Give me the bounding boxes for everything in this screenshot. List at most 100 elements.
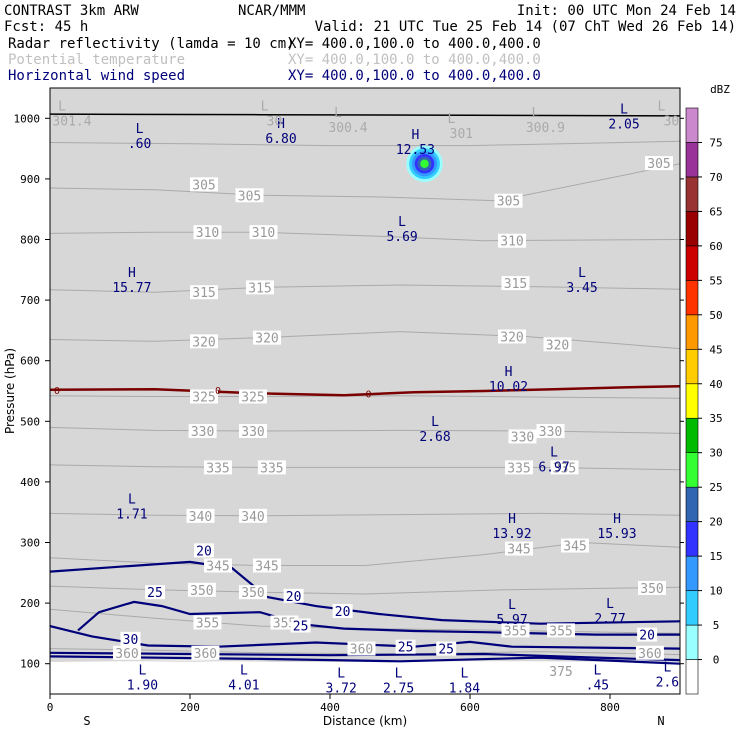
hl-center-letter: L xyxy=(593,664,601,679)
header-org-label: NCAR/MMM xyxy=(238,3,305,19)
hl-center-letter: L xyxy=(337,667,345,682)
colorbar-level: 65 xyxy=(709,205,722,218)
theta-label: 335 xyxy=(507,461,530,476)
hl-center-value: 3.72 xyxy=(326,682,357,697)
wind-speed-contour xyxy=(50,651,680,662)
colorbar-swatch xyxy=(685,624,699,660)
hl-center-letter: L xyxy=(398,215,406,230)
theta-label: 320 xyxy=(546,338,569,353)
colorbar-swatch xyxy=(685,590,699,626)
colorbar-level: 10 xyxy=(709,585,722,598)
theta-contour xyxy=(50,163,680,202)
colorbar-level: 50 xyxy=(709,309,722,322)
y-tick-label: 100 xyxy=(20,658,40,671)
surface-theta-letter: L xyxy=(657,100,665,115)
theta-label: 320 xyxy=(255,332,278,347)
x-tick-label: 600 xyxy=(460,701,480,714)
colorbar-swatch xyxy=(685,107,699,143)
theta-label-bg xyxy=(543,337,572,352)
x-axis-label: Distance (km) xyxy=(323,714,407,728)
hl-center-value: 2.75 xyxy=(383,682,414,697)
wind-speed-label: 20 xyxy=(335,605,351,620)
y-tick-label: 800 xyxy=(20,234,40,247)
hl-center-value: 2.77 xyxy=(594,612,625,627)
theta-label: 375 xyxy=(549,665,572,680)
theta-label-bg xyxy=(257,460,286,475)
colorbar-swatch xyxy=(685,348,699,385)
hl-center-value: 12.53 xyxy=(396,143,435,158)
theta-dense-line xyxy=(50,667,680,672)
theta-label: 340 xyxy=(241,510,264,525)
wind-speed-label: 25 xyxy=(293,620,309,635)
theta-label-bg xyxy=(561,538,589,553)
theta-label: 335 xyxy=(553,461,576,476)
surface-theta-value: 301.4 xyxy=(52,115,91,130)
theta-label: 345 xyxy=(206,560,229,575)
theta-label-bg xyxy=(635,645,664,660)
header-model-label: CONTRAST 3km ARW xyxy=(4,3,139,19)
x-tick-label: 200 xyxy=(180,701,200,714)
theta-label-bg xyxy=(239,423,267,438)
theta-label: 355 xyxy=(196,616,219,631)
dbz-colorbar: 0 5 10 15 20 25 30 35 40 45 50 55 60 65 70 75 dBZ xyxy=(685,83,730,695)
theta-label: 360 xyxy=(350,643,373,658)
theta-label-bg xyxy=(113,645,141,660)
plot-frame xyxy=(49,87,681,695)
theta-dense-line xyxy=(50,686,680,691)
hl-center-letter: H xyxy=(128,266,136,281)
colorbar-level: 35 xyxy=(709,412,722,425)
wind-speed-label: 25 xyxy=(147,586,163,601)
theta-label: 305 xyxy=(192,178,215,193)
field-name-0: Radar reflectivity (lamda = 10 cm) xyxy=(8,36,295,52)
theta-label-bg xyxy=(494,193,523,208)
theta-label-bg xyxy=(536,423,565,438)
colorbar-level: 70 xyxy=(709,171,722,184)
theta-label-bg xyxy=(204,460,232,475)
theta-label-bg xyxy=(638,580,666,595)
hl-center-value: 1.71 xyxy=(116,508,147,523)
speed-label-bg xyxy=(283,588,304,603)
theta-dense-band xyxy=(50,88,680,662)
speed-label-bg xyxy=(436,641,457,656)
speed-label-bg xyxy=(290,618,311,633)
hl-center-value: 1.90 xyxy=(127,679,158,694)
hl-center-value: 2.6 xyxy=(656,676,679,691)
hl-center-letter: L xyxy=(136,122,144,137)
plot-labels: 360 360 360 360 375 355 355 355 355 350 350 350 345 3… xyxy=(52,100,679,697)
hl-center-letter: H xyxy=(411,128,419,143)
theta-label: 335 xyxy=(260,461,283,476)
hl-center-value: 3.45 xyxy=(566,281,597,296)
hl-center-letter: L xyxy=(550,445,558,460)
header-valid-label: Valid: 21 UTC Tue 25 Feb 14 (07 ChT Wed … xyxy=(315,19,736,35)
theta-label-bg xyxy=(547,663,575,678)
theta-label: 330 xyxy=(241,425,264,440)
speed-label-bg xyxy=(332,603,353,618)
header-init-label: Init: 00 UTC Mon 24 Feb 14 xyxy=(517,3,736,19)
theta-dense-line xyxy=(50,670,680,674)
freezing-label: 0 xyxy=(215,386,221,397)
colorbar-swatch xyxy=(685,417,699,454)
colorbar-swatch xyxy=(685,486,699,522)
theta-label-bg xyxy=(498,233,526,248)
theta-dense-line xyxy=(50,662,680,667)
hl-center-value: 5.97 xyxy=(496,613,527,628)
colorbar-swatch xyxy=(685,142,699,178)
theta-contour xyxy=(50,284,680,293)
hl-center-letter: L xyxy=(606,597,614,612)
field-xy-1: XY= 400.0,100.0 to 400.0,400.0 xyxy=(288,52,541,68)
wind-speed-label: 30 xyxy=(123,633,139,648)
colorbar-swatch xyxy=(685,452,699,488)
wind-speed-label: 20 xyxy=(286,590,302,605)
surface-theta-value: 30 xyxy=(267,115,283,130)
theta-label-bg xyxy=(508,429,537,444)
theta-label-bg xyxy=(498,329,526,344)
hl-center-value: 2.05 xyxy=(608,117,639,132)
theta-label: 330 xyxy=(511,430,534,445)
theta-label-bg xyxy=(187,582,216,597)
colorbar-swatch xyxy=(685,659,699,695)
x-tick-label: 400 xyxy=(320,701,340,714)
theta-dense-line xyxy=(50,674,680,679)
colorbar-swatch xyxy=(685,280,699,316)
hl-center-letter: L xyxy=(431,415,439,430)
